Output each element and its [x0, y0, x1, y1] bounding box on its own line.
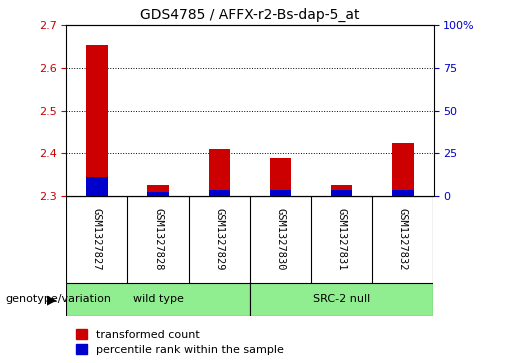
Bar — [269, 189, 291, 196]
Bar — [147, 192, 168, 196]
Text: ▶: ▶ — [46, 293, 56, 306]
Text: GSM1327830: GSM1327830 — [275, 208, 285, 271]
Text: SRC-2 null: SRC-2 null — [313, 294, 370, 305]
Bar — [208, 149, 230, 196]
Bar — [391, 189, 413, 196]
Bar — [269, 158, 291, 196]
Title: GDS4785 / AFFX-r2-Bs-dap-5_at: GDS4785 / AFFX-r2-Bs-dap-5_at — [140, 8, 359, 22]
Text: GSM1327829: GSM1327829 — [214, 208, 224, 271]
Legend: transformed count, percentile rank within the sample: transformed count, percentile rank withi… — [72, 325, 288, 359]
Bar — [86, 45, 107, 196]
Text: GSM1327828: GSM1327828 — [153, 208, 163, 271]
Text: GSM1327832: GSM1327832 — [397, 208, 407, 271]
Text: wild type: wild type — [132, 294, 183, 305]
Bar — [66, 283, 249, 316]
Bar — [86, 177, 107, 196]
Bar — [147, 185, 168, 196]
Bar — [330, 185, 352, 196]
Bar — [391, 143, 413, 196]
Bar — [330, 189, 352, 196]
Text: GSM1327827: GSM1327827 — [92, 208, 102, 271]
Text: genotype/variation: genotype/variation — [5, 294, 111, 305]
Bar — [208, 189, 230, 196]
Text: GSM1327831: GSM1327831 — [336, 208, 346, 271]
Bar — [249, 283, 433, 316]
